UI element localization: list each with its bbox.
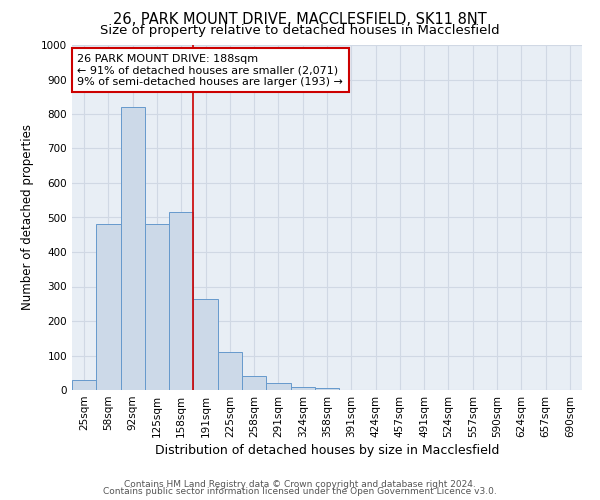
- Bar: [266, 383, 290, 390]
- Text: Contains public sector information licensed under the Open Government Licence v3: Contains public sector information licen…: [103, 487, 497, 496]
- Bar: [169, 212, 193, 390]
- Text: 26 PARK MOUNT DRIVE: 188sqm
← 91% of detached houses are smaller (2,071)
9% of s: 26 PARK MOUNT DRIVE: 188sqm ← 91% of det…: [77, 54, 343, 87]
- Bar: [72, 380, 96, 390]
- Text: Size of property relative to detached houses in Macclesfield: Size of property relative to detached ho…: [100, 24, 500, 37]
- Bar: [242, 376, 266, 390]
- Text: 26, PARK MOUNT DRIVE, MACCLESFIELD, SK11 8NT: 26, PARK MOUNT DRIVE, MACCLESFIELD, SK11…: [113, 12, 487, 28]
- Bar: [145, 224, 169, 390]
- Bar: [96, 224, 121, 390]
- Bar: [193, 298, 218, 390]
- Y-axis label: Number of detached properties: Number of detached properties: [21, 124, 34, 310]
- Bar: [121, 107, 145, 390]
- Bar: [290, 386, 315, 390]
- Bar: [315, 388, 339, 390]
- Bar: [218, 352, 242, 390]
- X-axis label: Distribution of detached houses by size in Macclesfield: Distribution of detached houses by size …: [155, 444, 499, 457]
- Text: Contains HM Land Registry data © Crown copyright and database right 2024.: Contains HM Land Registry data © Crown c…: [124, 480, 476, 489]
